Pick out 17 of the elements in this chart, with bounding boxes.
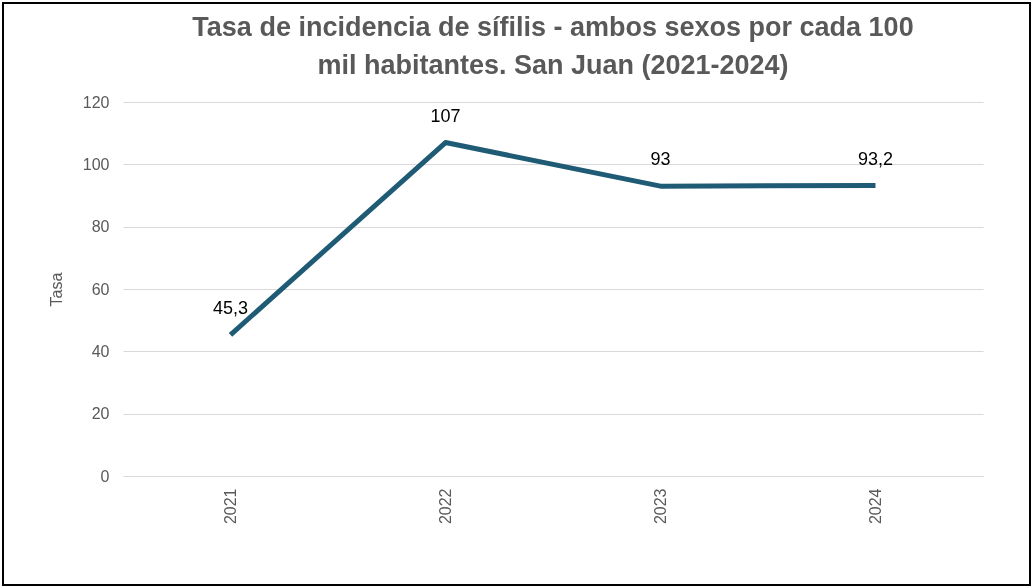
y-tick-label: 40	[91, 342, 110, 360]
x-tick-label: 2022	[437, 488, 454, 525]
data-label: 93,2	[857, 148, 894, 169]
x-tick-label: 2024	[867, 488, 884, 525]
data-label: 45,3	[212, 297, 249, 318]
data-label: 107	[430, 105, 461, 126]
x-tick-label: 2021	[222, 488, 239, 525]
y-tick-label: 0	[100, 467, 110, 485]
x-tick-label: 2023	[652, 488, 669, 525]
chart-title: Tasa de incidencia de sífilis - ambos sexos por cada 100 mil habitantes. San Juan (2021-2024)	[192, 12, 914, 80]
y-tick-label: 60	[91, 280, 110, 298]
y-tick-label: 80	[91, 218, 110, 236]
y-axis-title: Tasa	[47, 272, 65, 307]
y-tick-label: 20	[91, 405, 110, 423]
y-tick-label: 120	[82, 93, 110, 111]
y-tick-label: 100	[82, 155, 110, 173]
data-label: 93	[650, 149, 671, 170]
